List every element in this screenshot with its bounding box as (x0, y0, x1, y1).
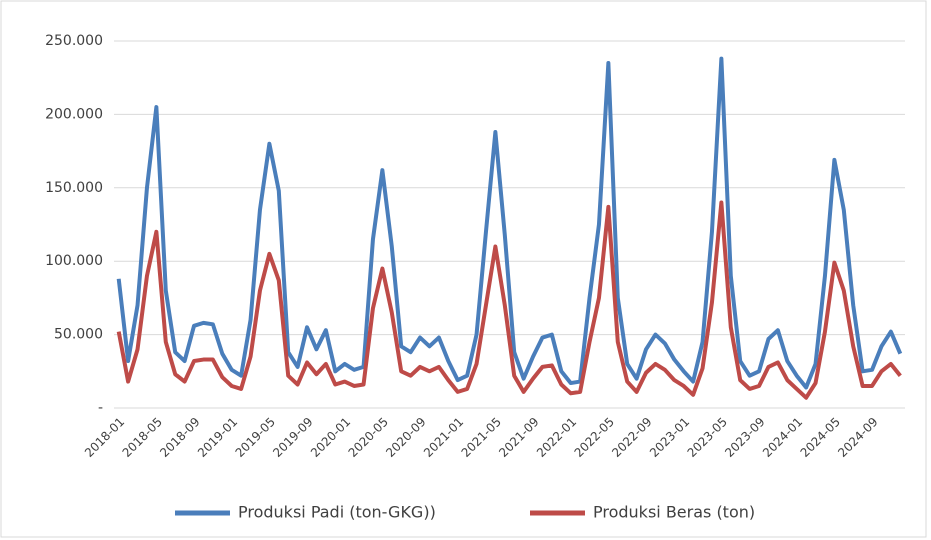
series-line (116, 56, 903, 390)
y-tick-label: - (98, 400, 103, 416)
y-tick-label: 200.000 (45, 106, 103, 122)
y-tick-label: 150.000 (45, 180, 103, 196)
y-tick-label: 50.000 (54, 327, 103, 343)
series-line (116, 200, 902, 400)
y-tick-label: 100.000 (45, 253, 103, 269)
legend-label: Produksi Beras (ton) (593, 503, 755, 522)
legend-label: Produksi Padi (ton-GKG)) (238, 503, 436, 522)
y-tick-label: 250.000 (45, 33, 103, 49)
